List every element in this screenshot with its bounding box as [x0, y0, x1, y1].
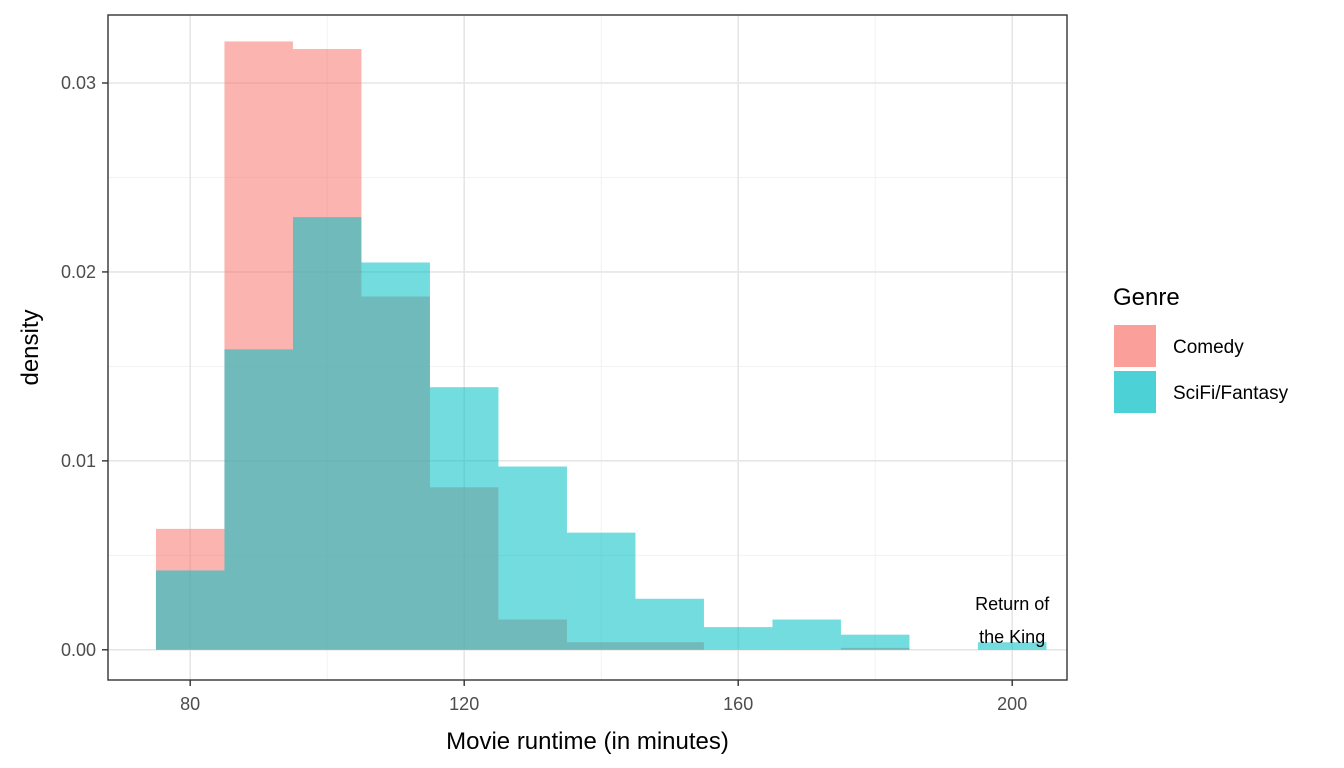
y-tick-label: 0.01: [61, 451, 96, 471]
series-scifi-fantasy: [155, 217, 1047, 650]
legend-label: SciFi/Fantasy: [1173, 383, 1289, 404]
legend: Genre Comedy SciFi/Fantasy: [1113, 284, 1289, 413]
y-tick-label: 0.00: [61, 640, 96, 660]
annotation-label: Return of the King: [975, 594, 1050, 647]
bar: [498, 466, 567, 650]
legend-label: Comedy: [1173, 337, 1244, 358]
x-tick-label: 80: [180, 694, 200, 714]
y-tick-label: 0.02: [61, 262, 96, 282]
x-tick-label: 200: [997, 694, 1027, 714]
legend-title: Genre: [1113, 284, 1180, 311]
legend-key: [1114, 325, 1156, 367]
legend-key: [1114, 371, 1156, 413]
x-tick-label: 160: [723, 694, 753, 714]
y-axis: 0.00 0.01 0.02 0.03: [61, 73, 108, 660]
bar: [224, 349, 293, 650]
bar: [772, 619, 841, 650]
bar: [635, 598, 704, 650]
panel-border: [107, 14, 1068, 681]
bar: [566, 532, 636, 650]
x-tick-label: 120: [449, 694, 479, 714]
y-axis-title: density: [17, 309, 44, 385]
bar: [977, 642, 1047, 650]
bar: [155, 570, 225, 650]
bar: [840, 634, 910, 650]
bar: [703, 627, 773, 650]
y-tick-label: 0.03: [61, 73, 96, 93]
annotation-line: Return of: [975, 594, 1050, 614]
histogram-bars: [155, 41, 1047, 650]
bar: [429, 387, 499, 650]
x-axis: 80 120 160 200: [180, 680, 1027, 714]
bar: [292, 217, 362, 650]
annotation-line: the King: [979, 627, 1045, 647]
annotations: Return of the King: [975, 594, 1050, 647]
x-axis-title: Movie runtime (in minutes): [446, 728, 729, 755]
bar: [361, 262, 430, 650]
